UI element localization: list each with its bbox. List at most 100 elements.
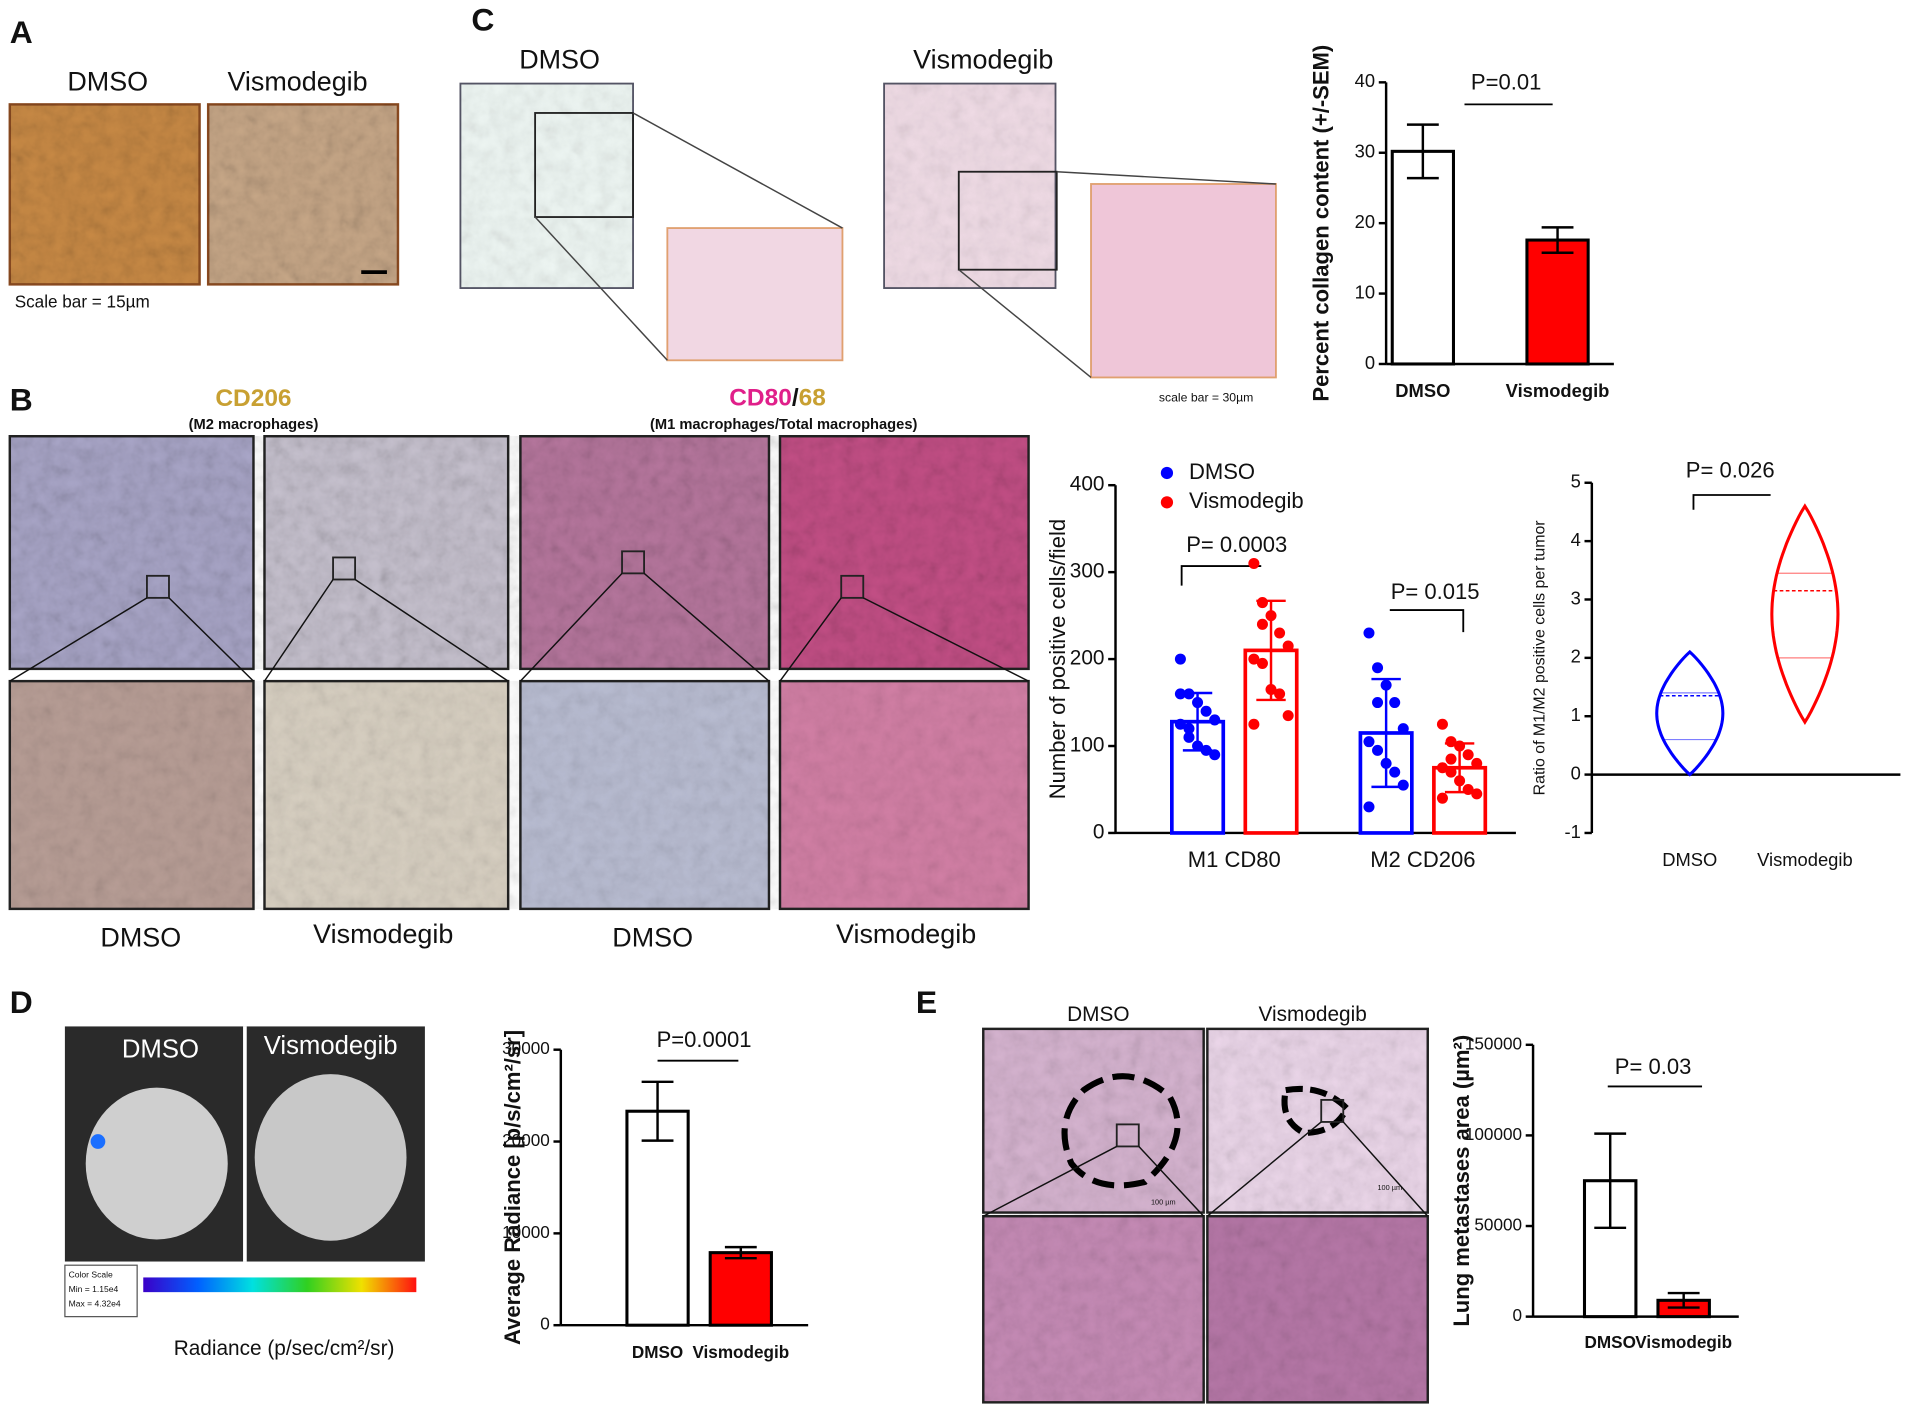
data-point <box>1174 688 1186 700</box>
data-point <box>1389 697 1401 709</box>
zoom-box <box>1320 1098 1345 1123</box>
zoom-line <box>534 216 668 361</box>
stain-part: / <box>792 385 799 412</box>
y-tick-label: 0 <box>540 1314 550 1334</box>
data-point <box>1248 557 1260 569</box>
stain-title: CD80/68 <box>729 385 826 412</box>
y-tick-label: 200 <box>1070 647 1105 670</box>
lung <box>85 1087 228 1240</box>
stain-subtitle: (M1 macrophages/Total macrophages) <box>650 417 918 433</box>
data-point <box>1274 627 1286 639</box>
data-point <box>1256 597 1268 609</box>
x-tick-label: Vismodegib <box>1506 380 1610 401</box>
y-axis-label: Percent collagen content (+/-SEM) <box>1308 45 1333 402</box>
y-tick-label: -1 <box>1564 821 1580 842</box>
image-title: Vismodegib <box>1259 1003 1367 1026</box>
texture <box>460 83 634 289</box>
x-tick-label: DMSO <box>632 1342 683 1362</box>
image-title: DMSO <box>122 1036 199 1064</box>
data-point <box>1372 662 1384 674</box>
data-point <box>1436 762 1448 774</box>
texture <box>9 104 200 285</box>
image-caption: DMSO <box>612 923 693 953</box>
scale-text: Scale bar = 15µm <box>15 291 150 311</box>
image-caption: Vismodegib <box>313 919 453 949</box>
color-scale-text: Min = 1.15e4 <box>69 1284 119 1294</box>
significance-bracket <box>1692 494 1771 510</box>
image-title: DMSO <box>67 67 148 97</box>
y-tick-label: 0 <box>1571 762 1581 783</box>
x-tick-label: DMSO <box>1662 849 1717 870</box>
image-caption: DMSO <box>100 923 181 953</box>
legend-marker <box>1160 496 1174 509</box>
data-point <box>1200 705 1212 717</box>
zoom-line <box>1056 171 1276 185</box>
data-point <box>1209 714 1221 726</box>
y-tick-label: 30 <box>1355 141 1375 162</box>
y-tick-label: 50000 <box>1474 1215 1522 1235</box>
p-value: P= 0.0003 <box>1186 532 1287 557</box>
micrograph <box>666 227 844 362</box>
stain-part: CD80 <box>729 385 792 412</box>
panel-label: C <box>471 2 494 38</box>
zoom-line <box>632 112 843 229</box>
significance-bracket <box>1389 609 1465 633</box>
zoom-line <box>958 269 1092 379</box>
p-value: P=0.0001 <box>657 1027 752 1052</box>
image-title: Vismodegib <box>227 67 367 97</box>
data-point <box>1183 723 1195 735</box>
data-point <box>1445 766 1457 778</box>
texture <box>9 681 1029 909</box>
bar <box>625 1109 690 1327</box>
violin <box>1655 649 1725 777</box>
tumor-outline <box>1281 1085 1351 1137</box>
y-axis-label: Ratio of M1/M2 positive cells per tumor <box>1532 520 1549 796</box>
color-scale-text: Max = 4.32e4 <box>69 1299 121 1309</box>
data-point <box>1248 718 1260 730</box>
zoom-box <box>332 556 357 581</box>
data-point <box>1256 657 1268 669</box>
stain-part: 68 <box>799 385 826 412</box>
tumor-outline <box>1061 1073 1181 1189</box>
bar <box>1525 238 1590 366</box>
y-tick-label: 400 <box>1070 473 1105 496</box>
y-tick-label: 3 <box>1571 587 1581 608</box>
data-point <box>1462 749 1474 761</box>
x-tick-label: M2 CD206 <box>1370 847 1475 872</box>
image-caption: Vismodegib <box>836 919 976 949</box>
y-tick-label: 0 <box>1365 352 1375 373</box>
p-value: P= 0.026 <box>1686 458 1775 483</box>
scale-text: 100 µm <box>1377 1183 1402 1192</box>
stain-title: CD206 <box>215 385 291 412</box>
signal <box>90 1134 106 1149</box>
data-point <box>1363 736 1375 748</box>
y-tick-label: 10000 <box>502 1222 550 1242</box>
data-point <box>1436 718 1448 730</box>
zoom-box <box>621 550 645 575</box>
data-point <box>1363 627 1375 639</box>
image-title: Vismodegib <box>264 1032 398 1060</box>
panel-label: E <box>916 984 937 1020</box>
lung <box>254 1074 407 1241</box>
zoom-line <box>982 1121 1429 1217</box>
y-tick-label: 20000 <box>502 1130 550 1150</box>
bar <box>1390 149 1455 366</box>
y-tick-label: 10 <box>1355 281 1375 302</box>
x-tick-label: M1 CD80 <box>1188 847 1281 872</box>
y-tick-label: 0 <box>1093 820 1105 843</box>
stain-subtitle: (M2 macrophages) <box>189 417 319 433</box>
data-point <box>1471 757 1483 769</box>
y-tick-label: 1 <box>1571 704 1581 725</box>
zoom-box <box>840 574 865 599</box>
y-axis-label: Lung metastases area (µm²) <box>1449 1035 1474 1327</box>
y-tick-label: 100 <box>1070 734 1105 757</box>
y-tick-label: 40 <box>1355 70 1375 91</box>
data-point <box>1183 731 1195 743</box>
data-point <box>1174 653 1186 665</box>
violin <box>1770 503 1840 725</box>
panel-label: B <box>10 381 33 417</box>
data-point <box>1372 744 1384 756</box>
data-point <box>1282 640 1294 652</box>
data-point <box>1256 618 1268 630</box>
